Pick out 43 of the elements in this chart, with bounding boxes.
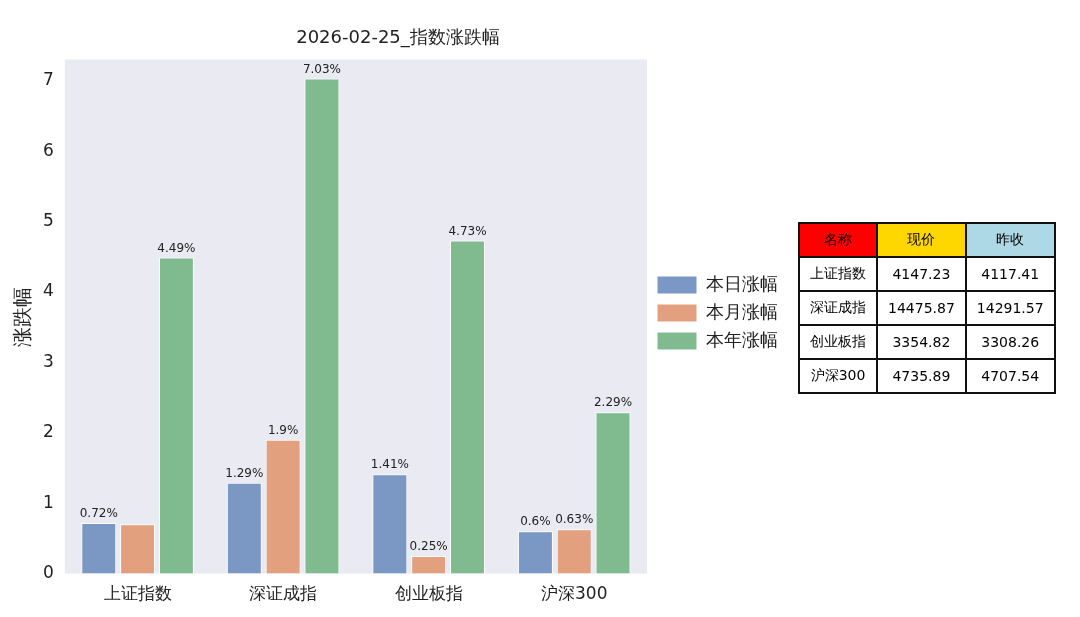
data-label: 2.29% xyxy=(593,395,633,410)
x-tick-label: 创业板指 xyxy=(394,583,463,604)
text: 3308.26 xyxy=(965,325,1055,359)
text: 沪深300 xyxy=(799,359,877,393)
legend-label: 本日涨幅 xyxy=(706,272,778,294)
text: 昨收 xyxy=(965,223,1055,257)
y-tick-label: 5 xyxy=(42,209,54,230)
text: 4147.23 xyxy=(877,257,966,291)
data-label: 0.25% xyxy=(409,539,448,554)
data-label: 0.63% xyxy=(555,512,594,527)
text: 14291.57 xyxy=(965,291,1055,325)
x-tick-label: 上证指数 xyxy=(103,583,172,604)
y-tick-label: 0 xyxy=(42,562,54,583)
y-tick-label: 1 xyxy=(42,491,54,512)
data-label: 0.72% xyxy=(79,506,118,521)
y-tick-label: 4 xyxy=(42,280,54,301)
text: 深证成指 xyxy=(799,291,877,325)
y-tick-label: 6 xyxy=(42,139,54,160)
data-label: 7.03% xyxy=(302,61,342,76)
legend-label: 本年涨幅 xyxy=(706,328,778,350)
x-tick-label: 深证成指 xyxy=(249,583,318,604)
text: 创业板指 xyxy=(799,325,877,359)
y-tick-label: 2 xyxy=(42,421,54,442)
text: 4117.41 xyxy=(965,257,1055,291)
data-label: 1.9% xyxy=(267,422,299,437)
legend-label: 本月涨幅 xyxy=(706,300,778,322)
data-label: 1.29% xyxy=(225,465,264,480)
text: 现价 xyxy=(877,223,966,257)
y-tick-label: 7 xyxy=(42,69,54,90)
y-axis-title: 涨跌幅 xyxy=(10,286,35,347)
data-label: 1.41% xyxy=(370,457,409,472)
text: 4735.89 xyxy=(877,359,966,393)
chart-title: 2026-02-25_指数涨跌幅 xyxy=(296,26,500,49)
text: 14475.87 xyxy=(877,291,966,325)
y-tick-label: 3 xyxy=(42,350,54,371)
data-label: 4.49% xyxy=(157,240,196,255)
x-tick-label: 沪深300 xyxy=(541,583,608,604)
text: 上证指数 xyxy=(799,257,877,291)
text: 4707.54 xyxy=(965,359,1055,393)
data-label: 0.6% xyxy=(520,514,551,529)
text: 3354.82 xyxy=(877,325,966,359)
data-label: 4.73% xyxy=(448,223,487,238)
text: 名称 xyxy=(799,223,877,257)
